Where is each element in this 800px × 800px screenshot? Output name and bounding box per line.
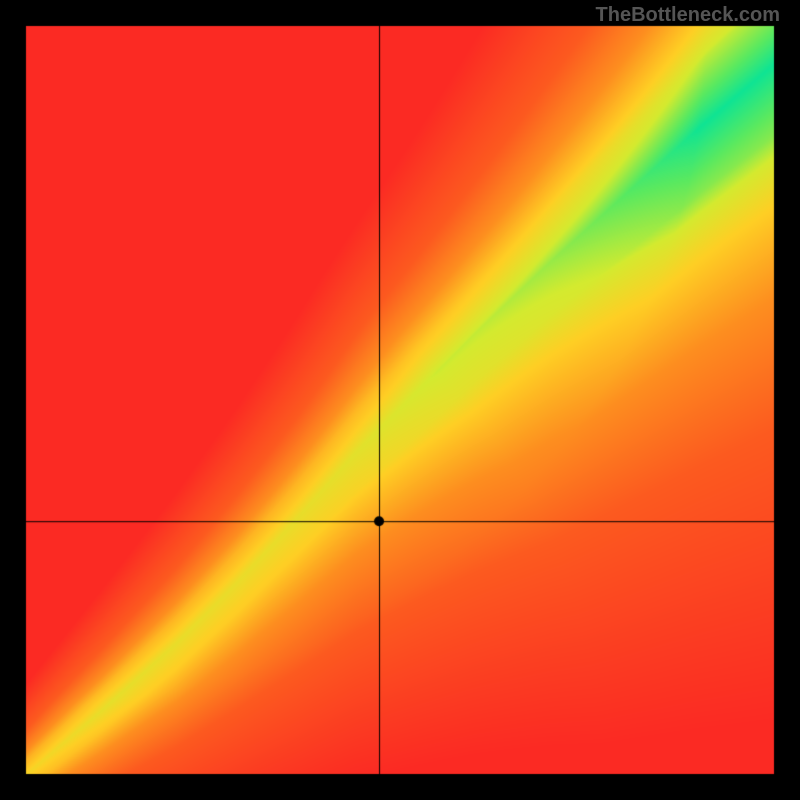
chart-container: TheBottleneck.com (0, 0, 800, 800)
heatmap-canvas (0, 0, 800, 800)
watermark-text: TheBottleneck.com (596, 4, 780, 27)
